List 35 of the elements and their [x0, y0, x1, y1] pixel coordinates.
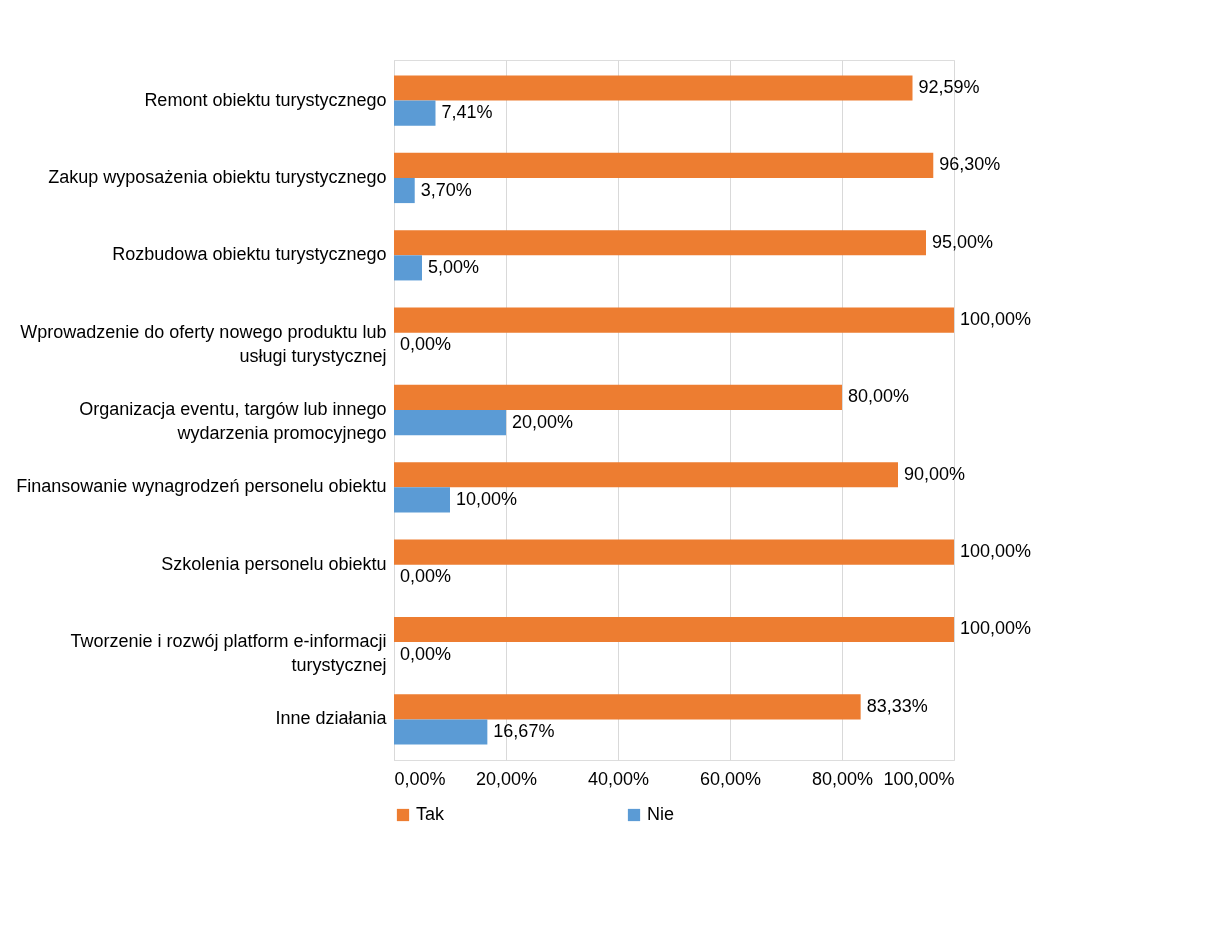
- x-tick-label: 100,00%: [883, 768, 955, 789]
- data-label: 100,00%: [960, 541, 1032, 562]
- legend-label: Nie: [647, 804, 675, 824]
- data-label: 100,00%: [960, 618, 1032, 639]
- data-label: 20,00%: [512, 411, 574, 432]
- data-label: 95,00%: [932, 231, 994, 252]
- data-label: 0,00%: [400, 334, 452, 355]
- y-tick-label: Tworzenie i rozwój platform e-informacji turystycznej: [70, 631, 387, 676]
- data-label: 0,00%: [400, 643, 452, 664]
- y-tick-label: Inne działania: [275, 708, 388, 729]
- data-label: 80,00%: [848, 386, 910, 407]
- x-tick-label: 0,00%: [394, 768, 446, 789]
- data-label: 10,00%: [456, 488, 518, 509]
- data-label: 90,00%: [904, 463, 966, 484]
- data-label: 7,41%: [441, 102, 493, 123]
- legend-label: Tak: [416, 804, 446, 824]
- y-tick-label: Rozbudowa obiektu turystycznego: [112, 244, 387, 265]
- data-label: 92,59%: [918, 77, 980, 98]
- x-tick-label: 80,00%: [811, 768, 874, 789]
- y-tick-label: Szkolenia personelu obiektu: [161, 553, 387, 574]
- data-label: 100,00%: [960, 309, 1032, 330]
- y-tick-label: Remont obiektu turystycznego: [144, 89, 387, 110]
- y-tick-label: Wprowadzenie do oferty nowego produktu lub usługi turystycznej: [20, 321, 387, 366]
- data-label: 83,33%: [866, 695, 928, 716]
- x-tick-label: 40,00%: [587, 768, 650, 789]
- data-label: 16,67%: [493, 720, 555, 741]
- data-label: 96,30%: [939, 154, 1001, 175]
- data-label: 3,70%: [420, 179, 472, 200]
- data-label: 0,00%: [400, 566, 452, 587]
- y-tick-label: Zakup wyposażenia obiektu turystycznego: [48, 166, 387, 187]
- y-tick-label: Organizacja eventu, targów lub innego wydarzenia promocyjnego: [79, 399, 387, 443]
- data-label: 5,00%: [428, 256, 480, 277]
- x-tick-label: 20,00%: [475, 768, 538, 789]
- x-tick-label: 60,00%: [699, 768, 762, 789]
- y-tick-label: Finansowanie wynagrodzeń personelu obiektu: [16, 476, 387, 497]
